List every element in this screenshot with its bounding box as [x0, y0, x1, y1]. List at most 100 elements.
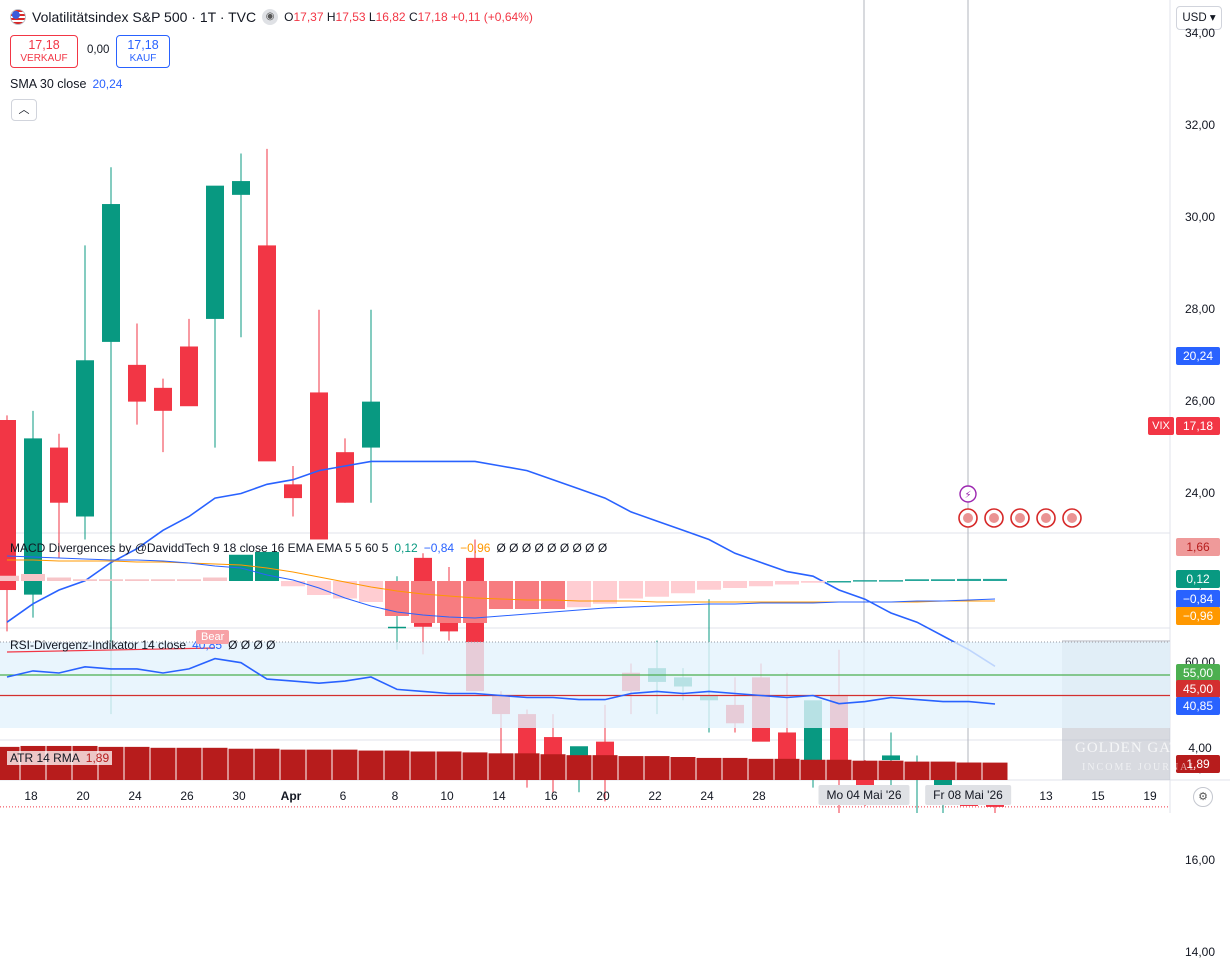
macd-tag-line: −0,84 [1176, 590, 1220, 608]
price-tick-label: 24,00 [1184, 485, 1216, 500]
macd-value-line: −0,84 [423, 541, 455, 555]
symbol-tag: VIX [1148, 417, 1174, 435]
atr-bar [982, 762, 1008, 780]
last-price-tag: 17,18 [1176, 417, 1220, 435]
atr-bar [800, 759, 826, 780]
macd-hist-bar [411, 581, 435, 623]
atr-value: 1,89 [85, 751, 110, 765]
macd-value-signal: −0,96 [460, 541, 491, 555]
macd-hist-bar [749, 581, 773, 587]
us-event-flag-center [1067, 513, 1077, 523]
atr-bar [332, 749, 358, 780]
macd-line [6, 555, 996, 619]
time-tick-label: 30 [232, 789, 246, 803]
atr-bar [280, 749, 306, 780]
spread-value: 0,00 [87, 44, 110, 56]
macd-hist-bar [853, 580, 877, 582]
candle-body [310, 392, 328, 540]
candle-body [258, 245, 276, 462]
macd-tag-hist: 0,12 [1176, 570, 1220, 588]
candle-body [128, 364, 146, 402]
sma-line [6, 460, 996, 667]
buy-button[interactable]: 17,18 KAUF [116, 35, 170, 68]
collapse-legend-button[interactable]: ︿ [11, 99, 37, 121]
candle-body [336, 452, 354, 503]
macd-hist-bar [905, 579, 929, 581]
rsi-band [0, 642, 1170, 728]
candle-body [76, 360, 94, 517]
atr-bar [904, 761, 930, 780]
atr-bar [878, 760, 904, 780]
atr-bar [306, 749, 332, 780]
atr-bar [488, 753, 514, 780]
eye-icon[interactable]: ◉ [262, 9, 279, 25]
candle-body [778, 732, 796, 761]
sell-button[interactable]: 17,18 VERKAUF [10, 35, 78, 68]
chevron-up-icon: ︿ [18, 104, 30, 116]
macd-hist-bar [515, 581, 539, 609]
atr-legend[interactable]: ATR 14 RMA 1,89 [7, 751, 113, 765]
price-tick-label: 26,00 [1184, 393, 1216, 408]
chart-canvas[interactable]: ⚡ [0, 0, 1230, 813]
atr-tick-4: 4,00 [1188, 741, 1212, 755]
macd-hist-bar [879, 580, 903, 582]
macd-hist-bar [0, 575, 19, 581]
candle-body [180, 346, 198, 407]
watermark-subtitle: INCOME JOURNAL [1082, 762, 1198, 773]
atr-bar [358, 750, 384, 780]
price-tick-label: 16,00 [1184, 853, 1216, 868]
sma-legend[interactable]: SMA 30 close 20,24 [10, 77, 122, 91]
sma-price-tag: 20,24 [1176, 347, 1220, 365]
us-event-flag-center [1015, 513, 1025, 523]
atr-bar [748, 758, 774, 780]
us-event-flag-center [989, 513, 999, 523]
time-tick-label: 8 [391, 789, 399, 803]
price-tick-label: 28,00 [1184, 301, 1216, 316]
macd-hist-bar [827, 581, 851, 583]
time-tick-label: 6 [339, 789, 347, 803]
macd-hist-bar [775, 581, 799, 585]
atr-bar [514, 753, 540, 780]
chevron-down-icon: ▾ [1209, 12, 1216, 24]
watermark-title: GOLDEN GATE [1075, 740, 1190, 756]
macd-hist-bar [463, 581, 487, 623]
time-tick-label: 26 [180, 789, 194, 803]
macd-hist-bar [567, 581, 591, 608]
currency-selector[interactable]: USD ▾ [1176, 6, 1222, 30]
atr-bar [254, 748, 280, 780]
candle-body [24, 438, 42, 595]
sma-label: SMA 30 close [10, 77, 87, 91]
macd-hist-bar [593, 581, 617, 604]
price-tick-label: 30,00 [1184, 209, 1216, 224]
rsi-bear-divergence-line [6, 647, 216, 653]
atr-tag: 1,89 [1176, 755, 1220, 773]
macd-hist-bar [645, 581, 669, 597]
atr-bar [722, 757, 748, 780]
time-tick-label: 13 [1039, 789, 1053, 803]
macd-hist-bar [671, 581, 695, 594]
gear-icon[interactable]: ⚙ [1193, 787, 1213, 807]
macd-hist-bar [99, 579, 123, 581]
macd-tag-signal: −0,96 [1176, 607, 1220, 625]
candle-body [206, 185, 224, 319]
candle-body [232, 181, 250, 195]
macd-hist-bar [203, 577, 227, 581]
macd-hist-bar [73, 579, 97, 581]
macd-legend[interactable]: MACD Divergences by @DaviddTech 9 18 clo… [10, 541, 607, 555]
rsi-legend[interactable]: RSI-Divergenz-Indikator 14 close 40,85 Ø… [10, 638, 275, 652]
sma-value: 20,24 [92, 77, 123, 91]
atr-bar [670, 757, 696, 780]
atr-bar [410, 751, 436, 780]
macd-hist-bar [619, 581, 643, 599]
atr-bar [618, 756, 644, 780]
atr-bar [228, 748, 254, 780]
symbol-title[interactable]: Volatilitätsindex S&P 500 · 1T · TVC [32, 9, 257, 25]
time-tick-label: 22 [648, 789, 662, 803]
rsi-tag-55: 55,00 [1176, 664, 1220, 682]
symbol-legend: Volatilitätsindex S&P 500 · 1T · TVC ◉ O… [10, 9, 533, 25]
time-tick-label: 20 [596, 789, 610, 803]
macd-hist-bar [931, 579, 955, 581]
macd-hist-bar [697, 581, 721, 590]
atr-bar [592, 755, 618, 780]
macd-label: MACD Divergences by @DaviddTech 9 18 clo… [10, 541, 389, 555]
